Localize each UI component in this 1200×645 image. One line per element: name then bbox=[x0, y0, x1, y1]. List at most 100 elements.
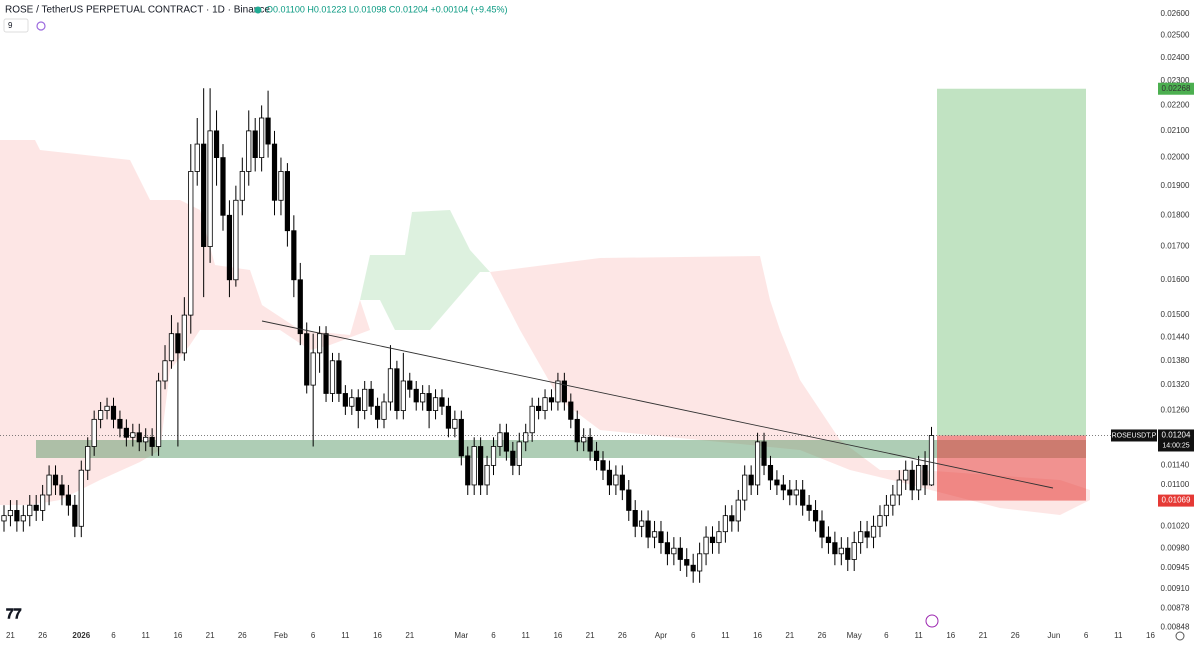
x-tick-label: Apr bbox=[655, 631, 668, 640]
candle-body bbox=[85, 446, 91, 471]
candle-body bbox=[742, 474, 748, 501]
candle-body bbox=[445, 405, 452, 429]
y-tick-label: 0.00910 bbox=[1161, 584, 1190, 593]
candle-body bbox=[265, 117, 271, 145]
candle-body bbox=[883, 504, 890, 517]
x-tick-label: 11 bbox=[142, 631, 151, 640]
candle-body bbox=[278, 171, 284, 201]
candle-body bbox=[271, 143, 278, 201]
candle-body bbox=[767, 464, 774, 481]
candle-body bbox=[72, 504, 78, 527]
x-tick-label: 6 bbox=[884, 631, 889, 640]
candle-body bbox=[639, 520, 645, 527]
candle-body bbox=[420, 393, 426, 403]
candle-body bbox=[317, 333, 323, 354]
x-tick-label: 16 bbox=[946, 631, 955, 640]
candle-body bbox=[664, 542, 671, 555]
candle-body bbox=[581, 436, 587, 443]
candle-body bbox=[600, 460, 606, 471]
position-layer bbox=[0, 88, 1155, 501]
candle-body bbox=[922, 464, 928, 486]
candle-body bbox=[903, 469, 909, 481]
indicator-icon[interactable] bbox=[36, 21, 46, 31]
x-tick-label: 16 bbox=[373, 631, 382, 640]
candle-body bbox=[291, 230, 297, 281]
candle-body bbox=[362, 388, 368, 411]
candle-body bbox=[27, 504, 33, 517]
candle-body bbox=[297, 279, 303, 335]
candle-body bbox=[104, 405, 110, 411]
candle-body bbox=[819, 520, 825, 538]
candle-body bbox=[754, 441, 761, 486]
candle-body bbox=[78, 469, 84, 527]
candle-body bbox=[413, 388, 419, 403]
logo: 𝟕𝟕 bbox=[6, 606, 22, 622]
candle-body bbox=[59, 484, 65, 496]
candle-body bbox=[155, 380, 162, 447]
y-tick-label: 0.01700 bbox=[1161, 242, 1190, 251]
candle-body bbox=[252, 130, 258, 158]
candle-body bbox=[400, 380, 406, 411]
candle-body bbox=[426, 393, 432, 411]
candle-body bbox=[832, 542, 838, 555]
y-tick-label: 0.01380 bbox=[1161, 356, 1190, 365]
x-tick-label: 11 bbox=[721, 631, 730, 640]
candle-body bbox=[651, 531, 658, 538]
x-tick-label: 21 bbox=[206, 631, 215, 640]
stop-price-label: 0.01069 bbox=[1162, 496, 1191, 505]
candle-body bbox=[845, 547, 851, 560]
y-tick-label: 0.01600 bbox=[1161, 275, 1190, 284]
candle-body bbox=[793, 489, 799, 496]
y-tick-label: 0.02500 bbox=[1161, 31, 1190, 40]
x-tick-label: 11 bbox=[522, 631, 531, 640]
candle-body bbox=[870, 525, 877, 538]
candle-body bbox=[671, 547, 677, 555]
candle-body bbox=[568, 401, 574, 420]
candle-body bbox=[175, 333, 181, 354]
candle-body bbox=[130, 432, 136, 438]
candle-body bbox=[780, 484, 786, 491]
indicators-toggle[interactable] bbox=[3, 18, 29, 33]
candle-body bbox=[110, 405, 117, 420]
candle-body bbox=[645, 520, 651, 538]
target-price-tag bbox=[1158, 82, 1194, 95]
y-tick-label: 0.02200 bbox=[1161, 101, 1190, 110]
candle-body bbox=[812, 510, 819, 522]
candle-body bbox=[439, 397, 445, 407]
candle-body bbox=[239, 171, 245, 201]
candle-body bbox=[548, 397, 555, 403]
candle-body bbox=[613, 474, 619, 486]
candle-body bbox=[259, 117, 265, 158]
candle-body bbox=[143, 436, 149, 443]
candle-body bbox=[606, 469, 613, 486]
candle-body bbox=[490, 446, 497, 466]
y-tick-label: 0.00848 bbox=[1161, 623, 1190, 632]
x-tick-label: 21 bbox=[405, 631, 414, 640]
x-tick-label: 6 bbox=[491, 631, 496, 640]
y-tick-label: 0.01800 bbox=[1161, 210, 1190, 219]
candle-body bbox=[149, 436, 155, 447]
candle-body bbox=[284, 171, 290, 232]
candle-body bbox=[181, 314, 187, 354]
candle-body bbox=[213, 130, 220, 158]
y-tick-label: 0.01500 bbox=[1161, 310, 1190, 319]
candle-body bbox=[374, 405, 381, 420]
foreground-layer: ROSE / TetherUS PERPETUAL CONTRACT · 1D … bbox=[3, 4, 1194, 641]
candle-body bbox=[220, 157, 226, 216]
candle-body bbox=[91, 418, 97, 447]
candle-body bbox=[774, 479, 780, 486]
x-tick-label: 6 bbox=[1084, 631, 1089, 640]
countdown-label: 14:00:25 bbox=[1162, 442, 1189, 449]
candle-body bbox=[890, 494, 896, 506]
stop-price-tag bbox=[1158, 494, 1194, 507]
alert-icon[interactable] bbox=[925, 614, 939, 628]
candle-body bbox=[516, 441, 522, 466]
support-zone bbox=[36, 440, 1086, 458]
x-tick-label: 6 bbox=[311, 631, 316, 640]
candle-body bbox=[168, 333, 175, 362]
candle-body bbox=[523, 432, 529, 443]
y-tick-label: 0.02000 bbox=[1161, 153, 1190, 162]
settings-icon[interactable] bbox=[1175, 631, 1185, 641]
candle-body bbox=[677, 547, 683, 560]
